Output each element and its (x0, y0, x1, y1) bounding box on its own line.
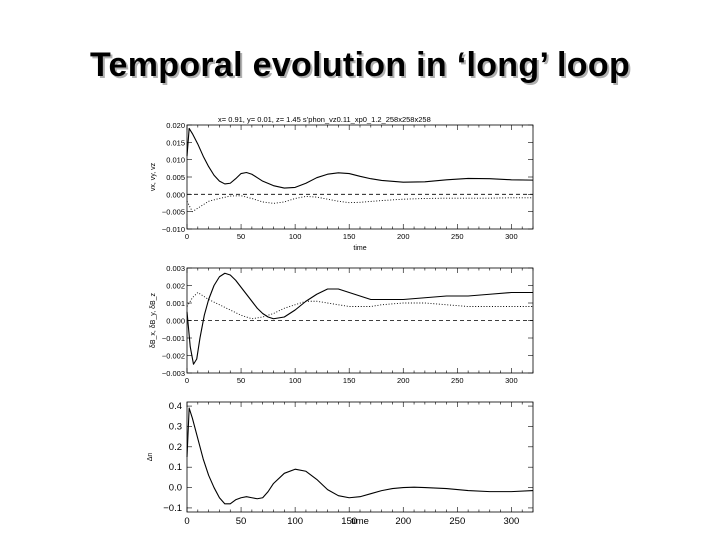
x-tick-label: 200 (395, 516, 411, 527)
y-tick-label: 0.015 (166, 138, 185, 147)
x-tick-label: 50 (237, 376, 245, 385)
series-line-solid (186, 272, 533, 365)
x-axis-label: time (351, 516, 369, 527)
x-tick-label: 150 (343, 376, 356, 385)
y-tick-label: −0.1 (163, 503, 182, 514)
figure-header: x= 0.91, y= 0.01, z= 1.45 s’phon_vz0.11_… (218, 115, 431, 124)
x-tick-label: 200 (397, 376, 410, 385)
x-tick-label: 300 (505, 232, 518, 241)
series-line-solid (186, 127, 534, 189)
x-axis-label: time (353, 245, 366, 252)
chart-panel-3: 0 50 100 150 200 250 300 0.4 0.3 0.2 0.1 0.0 −0.1 tim… (147, 401, 534, 527)
y-tick-label: 0.0 (169, 483, 182, 494)
x-tick-label: 100 (289, 232, 302, 241)
x-tick-label: 200 (397, 232, 410, 241)
y-tick-label: −0.003 (162, 369, 185, 378)
y-tick-label: 0.1 (169, 462, 182, 473)
y-tick-label: 0.003 (166, 264, 185, 273)
x-tick-label: 250 (449, 516, 465, 527)
y-tick-label: 0.010 (166, 156, 185, 165)
plots-group: 0 50 100 150 200 250 300 0.020 0.015 0.010 0.005 0.… (147, 121, 534, 527)
x-tick-label: 100 (289, 376, 302, 385)
y-tick-label: 0.002 (166, 282, 185, 291)
plot-frame (186, 401, 534, 513)
y-tick-label: 0.4 (169, 401, 182, 412)
y-tick-label: 0.3 (169, 421, 182, 432)
y-tick-label: −0.002 (162, 352, 185, 361)
y-tick-label: −0.005 (162, 208, 185, 217)
x-tick-label: 50 (237, 232, 245, 241)
x-tick-label: 150 (343, 232, 356, 241)
y-tick-label: −0.010 (162, 225, 185, 234)
series-line-dotted (186, 292, 533, 320)
x-tick-label: 0 (184, 516, 189, 527)
x-tick-label: 300 (503, 516, 519, 527)
y-tick-label: 0.2 (169, 442, 182, 453)
y-tick-label: 0.000 (166, 190, 185, 199)
y-axis-label: Δn (147, 453, 154, 462)
x-tick-label: 0 (185, 376, 189, 385)
x-tick-label: 250 (451, 376, 464, 385)
y-tick-label: 0.000 (166, 317, 185, 326)
plot-frame (186, 124, 534, 230)
series-line-solid (186, 407, 534, 505)
y-axis-label: vx, vy, vz (150, 162, 157, 191)
x-tick-label: 0 (185, 232, 189, 241)
x-tick-label: 250 (451, 232, 464, 241)
slide-title: Temporal evolution in ‘long’ loop (89, 46, 631, 84)
y-tick-label: 0.005 (166, 173, 185, 182)
y-axis-label: δB_x, δB_y, δB_z (150, 292, 157, 348)
x-tick-label: 50 (236, 516, 247, 527)
x-tick-label: 100 (287, 516, 303, 527)
x-tick-label: 300 (505, 376, 518, 385)
y-tick-label: 0.001 (166, 299, 185, 308)
chart-panel-2: 0 50 100 150 200 250 300 0.003 0.002 0.001 0.000 −0… (150, 264, 534, 385)
y-tick-label: −0.001 (162, 334, 185, 343)
x-tick-label: 150 (341, 516, 357, 527)
chart-panel-1: 0 50 100 150 200 250 300 0.020 0.015 0.010 0.005 0.… (150, 121, 534, 252)
y-tick-label: 0.020 (166, 121, 185, 130)
series-line-dotted (186, 195, 533, 213)
